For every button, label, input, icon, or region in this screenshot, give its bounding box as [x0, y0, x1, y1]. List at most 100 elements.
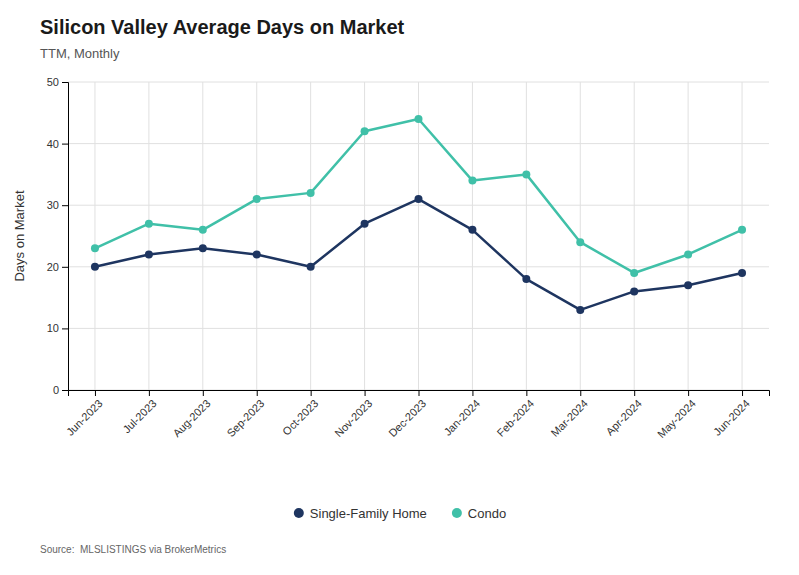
- grid: [68, 82, 769, 390]
- grid-line: [688, 82, 689, 390]
- point: [684, 281, 692, 289]
- point: [630, 269, 638, 277]
- tick-mark: [365, 390, 366, 396]
- tick-label: Feb-2024: [494, 397, 536, 439]
- tick-mark: [95, 390, 96, 396]
- point: [361, 220, 369, 228]
- grid-line: [526, 82, 527, 390]
- point: [91, 244, 99, 252]
- tick: Nov-2023: [332, 390, 374, 439]
- tick-label: Jan-2024: [441, 397, 482, 438]
- tick-mark: [62, 82, 68, 83]
- tick-mark: [419, 390, 420, 396]
- tick: Jun-2024: [711, 390, 752, 438]
- point: [415, 195, 423, 203]
- point: [684, 250, 692, 258]
- tick-label: Oct-2023: [280, 397, 320, 437]
- tick-mark: [634, 390, 635, 396]
- tick: Jan-2024: [441, 390, 482, 438]
- legend-item: Condo: [452, 506, 506, 521]
- x-axis: Jun-2023 Jul-2023 Aug-2023 Sep-2023 Oct-2023…: [64, 390, 770, 440]
- tick-label: 30: [47, 199, 59, 211]
- point: [199, 226, 207, 234]
- tick-mark: [526, 390, 527, 396]
- tick-label: 0: [53, 384, 59, 396]
- tick: Oct-2023: [280, 390, 320, 438]
- grid-line: [580, 82, 581, 390]
- point: [361, 127, 369, 135]
- point: [576, 238, 584, 246]
- tick-mark: [62, 390, 68, 391]
- point: [738, 269, 746, 277]
- grid-line: [94, 82, 95, 390]
- point: [253, 195, 261, 203]
- title: Silicon Valley Average Days on Market: [40, 16, 405, 38]
- series-line: [95, 119, 742, 273]
- grid-line: [148, 82, 149, 390]
- point: [91, 263, 99, 271]
- point: [468, 226, 476, 234]
- tick-label: Apr-2024: [604, 397, 644, 437]
- tick: Jun-2023: [64, 390, 105, 438]
- tick-label: Nov-2023: [332, 397, 374, 439]
- tick-mark: [742, 390, 743, 396]
- source: Source: MLSLISTINGS via BrokerMetrics: [40, 544, 226, 555]
- tick: 40: [47, 138, 68, 150]
- point: [307, 263, 315, 271]
- tick: 50: [47, 76, 68, 88]
- point: [199, 244, 207, 252]
- grid-line: [202, 82, 203, 390]
- subtitle: TTM, Monthly: [40, 46, 120, 61]
- tick: Aug-2023: [170, 390, 212, 439]
- tick-label: Sep-2023: [224, 397, 266, 439]
- legend-marker: [452, 508, 462, 518]
- legend-marker: [294, 508, 304, 518]
- legend-label: Condo: [468, 506, 506, 521]
- tick-mark: [688, 390, 689, 396]
- y-axis: 0 10 20 30 40 50: [47, 76, 69, 396]
- tick: Jul-2023: [120, 390, 158, 435]
- point: [630, 287, 638, 295]
- tick-mark: [62, 328, 68, 329]
- tick-label: 50: [47, 76, 59, 88]
- tick-label: Mar-2024: [548, 397, 590, 439]
- tick: Apr-2024: [604, 390, 644, 438]
- grid-line: [742, 82, 743, 390]
- tick: May-2024: [655, 390, 698, 440]
- point: [145, 250, 153, 258]
- tick-mark: [62, 205, 68, 206]
- tick: Feb-2024: [494, 390, 536, 439]
- point: [253, 250, 261, 258]
- tick-mark: [62, 267, 68, 268]
- tick: 10: [47, 322, 68, 334]
- marks: [91, 115, 746, 314]
- point: [415, 115, 423, 123]
- grid-line: [634, 82, 635, 390]
- grid-line: [310, 82, 311, 390]
- tick: Dec-2023: [386, 390, 428, 439]
- point: [307, 189, 315, 197]
- point: [522, 275, 530, 283]
- tick: 20: [47, 261, 68, 273]
- tick: Mar-2024: [548, 390, 590, 439]
- point: [576, 306, 584, 314]
- y-axis-title: Days on Market: [12, 190, 27, 281]
- legend: Single-Family Home Condo: [294, 506, 506, 521]
- grid-line: [472, 82, 473, 390]
- series-line: [95, 199, 742, 310]
- plot: 0 10 20 30 40 50 Jun-2023 Jul-2023 Aug-2023 Sep-2…: [12, 76, 770, 440]
- tick-label: 40: [47, 138, 59, 150]
- point: [468, 177, 476, 185]
- tick-mark: [311, 390, 312, 396]
- axis-line: [62, 83, 69, 391]
- point: [145, 220, 153, 228]
- tick: Sep-2023: [224, 390, 266, 439]
- tick-label: 10: [47, 322, 59, 334]
- tick-mark: [62, 144, 68, 145]
- tick-mark: [472, 390, 473, 396]
- tick-label: Dec-2023: [386, 397, 428, 439]
- tick-label: May-2024: [655, 397, 698, 440]
- legend-item: Single-Family Home: [294, 506, 427, 521]
- tick-mark: [203, 390, 204, 396]
- tick: 30: [47, 199, 68, 211]
